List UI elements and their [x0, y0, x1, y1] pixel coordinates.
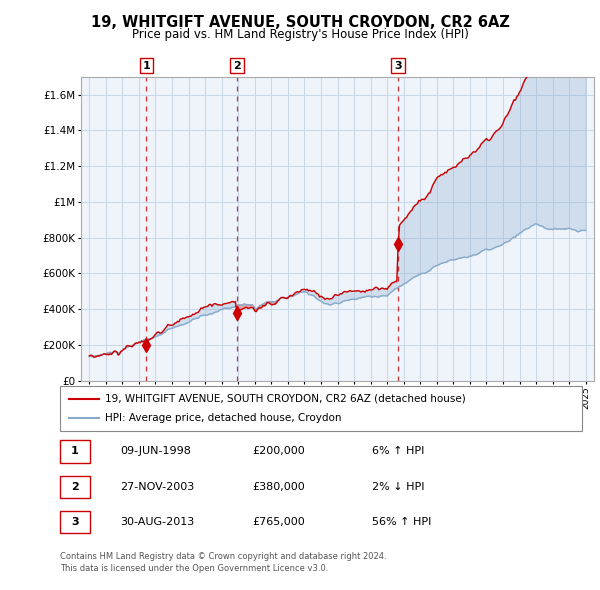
Text: £380,000: £380,000: [252, 482, 305, 491]
Text: 2: 2: [233, 61, 241, 71]
Text: 3: 3: [71, 517, 79, 527]
Text: Price paid vs. HM Land Registry's House Price Index (HPI): Price paid vs. HM Land Registry's House …: [131, 28, 469, 41]
Text: 56% ↑ HPI: 56% ↑ HPI: [372, 517, 431, 527]
Text: 1: 1: [142, 61, 150, 71]
Text: 3: 3: [394, 61, 402, 71]
Text: £765,000: £765,000: [252, 517, 305, 527]
Text: Contains HM Land Registry data © Crown copyright and database right 2024.
This d: Contains HM Land Registry data © Crown c…: [60, 552, 386, 573]
Text: 1: 1: [71, 447, 79, 456]
Text: 19, WHITGIFT AVENUE, SOUTH CROYDON, CR2 6AZ: 19, WHITGIFT AVENUE, SOUTH CROYDON, CR2 …: [91, 15, 509, 30]
Text: £200,000: £200,000: [252, 447, 305, 456]
Text: 19, WHITGIFT AVENUE, SOUTH CROYDON, CR2 6AZ (detached house): 19, WHITGIFT AVENUE, SOUTH CROYDON, CR2 …: [105, 394, 466, 404]
Text: 2: 2: [71, 482, 79, 491]
Text: 09-JUN-1998: 09-JUN-1998: [120, 447, 191, 456]
Text: 6% ↑ HPI: 6% ↑ HPI: [372, 447, 424, 456]
Text: 27-NOV-2003: 27-NOV-2003: [120, 482, 194, 491]
Text: 30-AUG-2013: 30-AUG-2013: [120, 517, 194, 527]
Text: 2% ↓ HPI: 2% ↓ HPI: [372, 482, 425, 491]
Text: HPI: Average price, detached house, Croydon: HPI: Average price, detached house, Croy…: [105, 414, 341, 423]
